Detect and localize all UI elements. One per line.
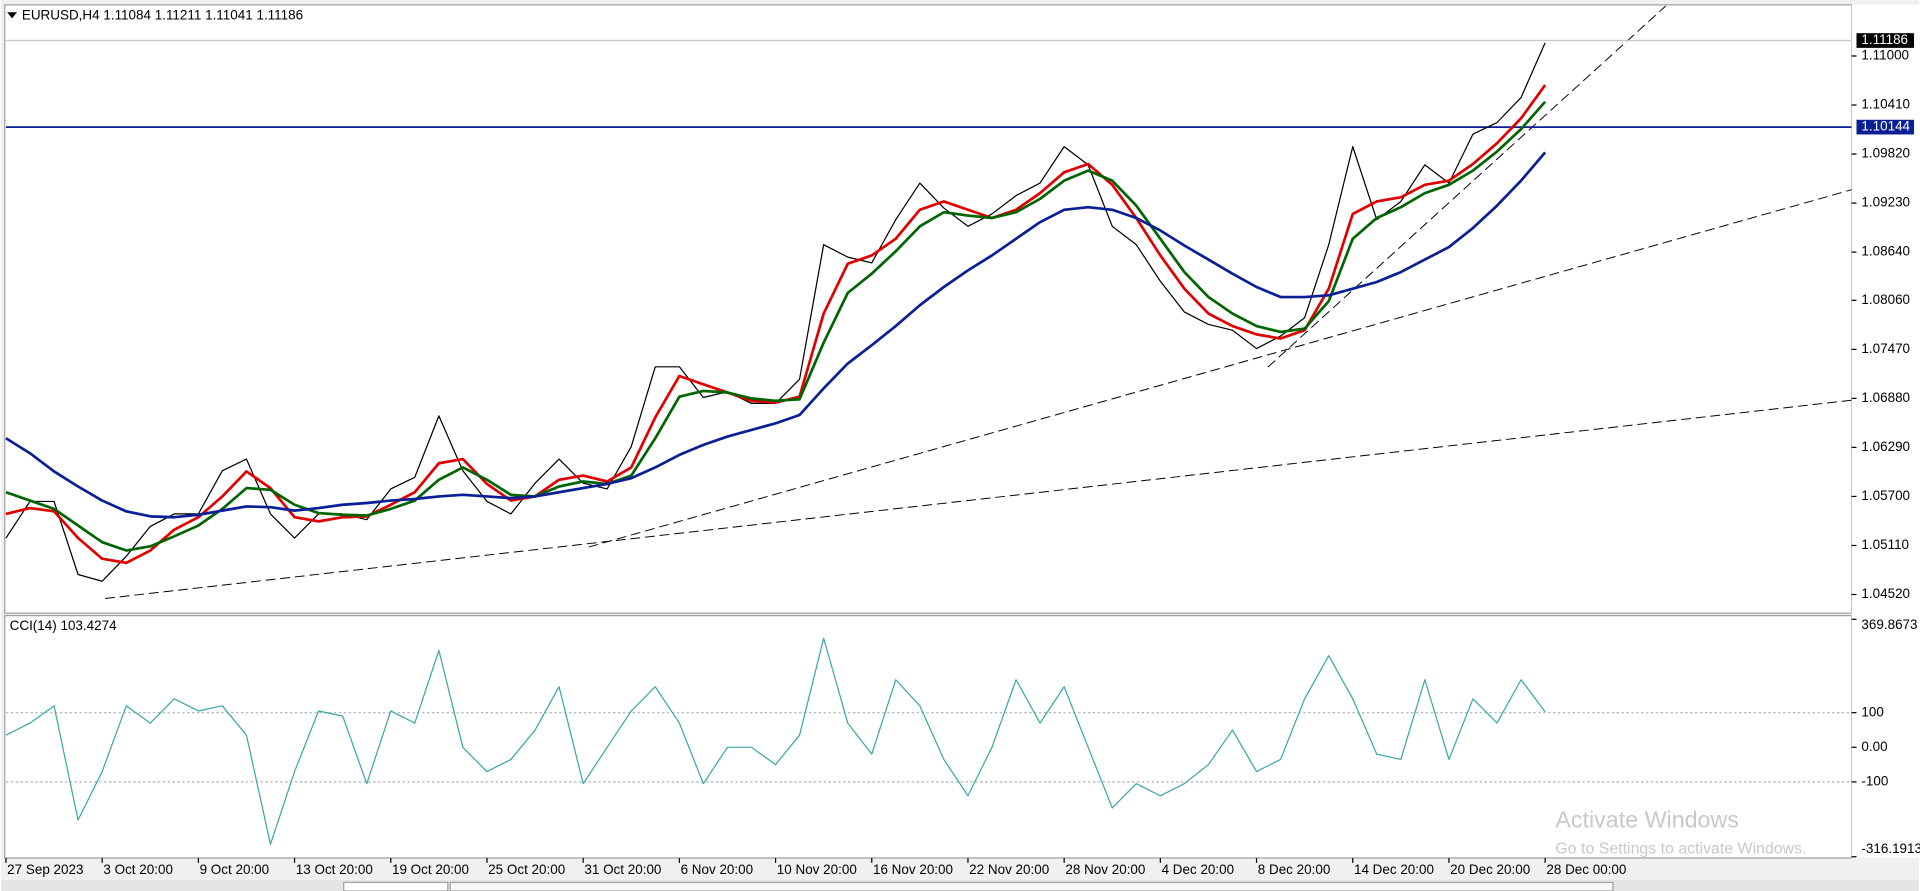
trend-line	[588, 189, 1852, 548]
series-line	[5, 84, 1547, 565]
y-tick-label: -100	[1861, 773, 1888, 788]
y-tick-label: 1.11000	[1861, 48, 1909, 63]
scrollbar[interactable]	[449, 881, 1614, 891]
price-axis	[1851, 4, 1919, 858]
price-pane	[4, 4, 1853, 614]
collapse-arrow[interactable]	[7, 12, 17, 19]
y-tick-label: 0.00	[1861, 739, 1887, 754]
y-tick-label: 369.8673	[1861, 617, 1917, 632]
x-tick-label: 20 Dec 20:00	[1450, 862, 1530, 877]
x-tick-label: 13 Oct 20:00	[296, 862, 373, 877]
y-tick-label: 1.06290	[1861, 439, 1910, 454]
series-line	[5, 151, 1547, 519]
x-tick-label: 19 Oct 20:00	[392, 862, 469, 877]
cci-pane	[4, 615, 1853, 859]
y-tick-label: 100	[1861, 704, 1883, 719]
hline-label: 1.10144	[1861, 119, 1910, 134]
x-tick-label: 28 Dec 00:00	[1546, 862, 1626, 877]
x-tick-label: 3 Oct 20:00	[103, 862, 173, 877]
y-tick-label: 1.09230	[1861, 195, 1910, 210]
x-tick-label: 14 Dec 20:00	[1354, 862, 1434, 877]
y-tick-label: 1.05110	[1861, 537, 1909, 552]
last-price-label: 1.11186	[1861, 32, 1908, 47]
x-tick-label: 22 Nov 20:00	[969, 862, 1049, 877]
x-tick-label: 16 Nov 20:00	[873, 862, 953, 877]
y-tick-label: -316.1913	[1861, 841, 1920, 856]
x-tick-label: 6 Nov 20:00	[681, 862, 754, 877]
x-tick-label: 25 Oct 20:00	[488, 862, 565, 877]
x-tick-label: 4 Dec 20:00	[1162, 862, 1235, 877]
x-tick-label: 10 Nov 20:00	[777, 862, 857, 877]
y-tick-label: 1.06880	[1861, 390, 1910, 405]
y-tick-label: 1.05700	[1861, 488, 1910, 503]
y-tick-label: 1.09820	[1861, 146, 1910, 161]
x-tick-label: 31 Oct 20:00	[584, 862, 661, 877]
y-tick-label: 1.08060	[1861, 292, 1910, 307]
y-tick-label: 1.04520	[1861, 586, 1910, 601]
x-tick-label: 28 Nov 20:00	[1065, 862, 1145, 877]
x-tick-label: 9 Oct 20:00	[200, 862, 270, 877]
series-line	[5, 637, 1546, 845]
trend-line	[1267, 5, 1666, 368]
y-tick-label: 1.07470	[1861, 341, 1910, 356]
y-tick-label: 1.08640	[1861, 244, 1910, 259]
chart-title: EURUSD,H4 1.11084 1.11211 1.11041 1.1118…	[22, 7, 303, 22]
series-line	[5, 100, 1547, 552]
last-price-box	[1856, 33, 1915, 48]
watermark-title: Activate Windows	[1555, 806, 1738, 832]
tab[interactable]	[343, 881, 449, 891]
watermark-subtitle: Go to Settings to activate Windows.	[1555, 841, 1806, 858]
hline-label-box	[1856, 119, 1915, 135]
x-tick-label: 27 Sep 2023	[7, 862, 83, 877]
x-tick-label: 8 Dec 20:00	[1258, 862, 1331, 877]
y-tick-label: 1.10410	[1861, 97, 1910, 112]
indicator-title: CCI(14) 103.4274	[10, 618, 117, 633]
